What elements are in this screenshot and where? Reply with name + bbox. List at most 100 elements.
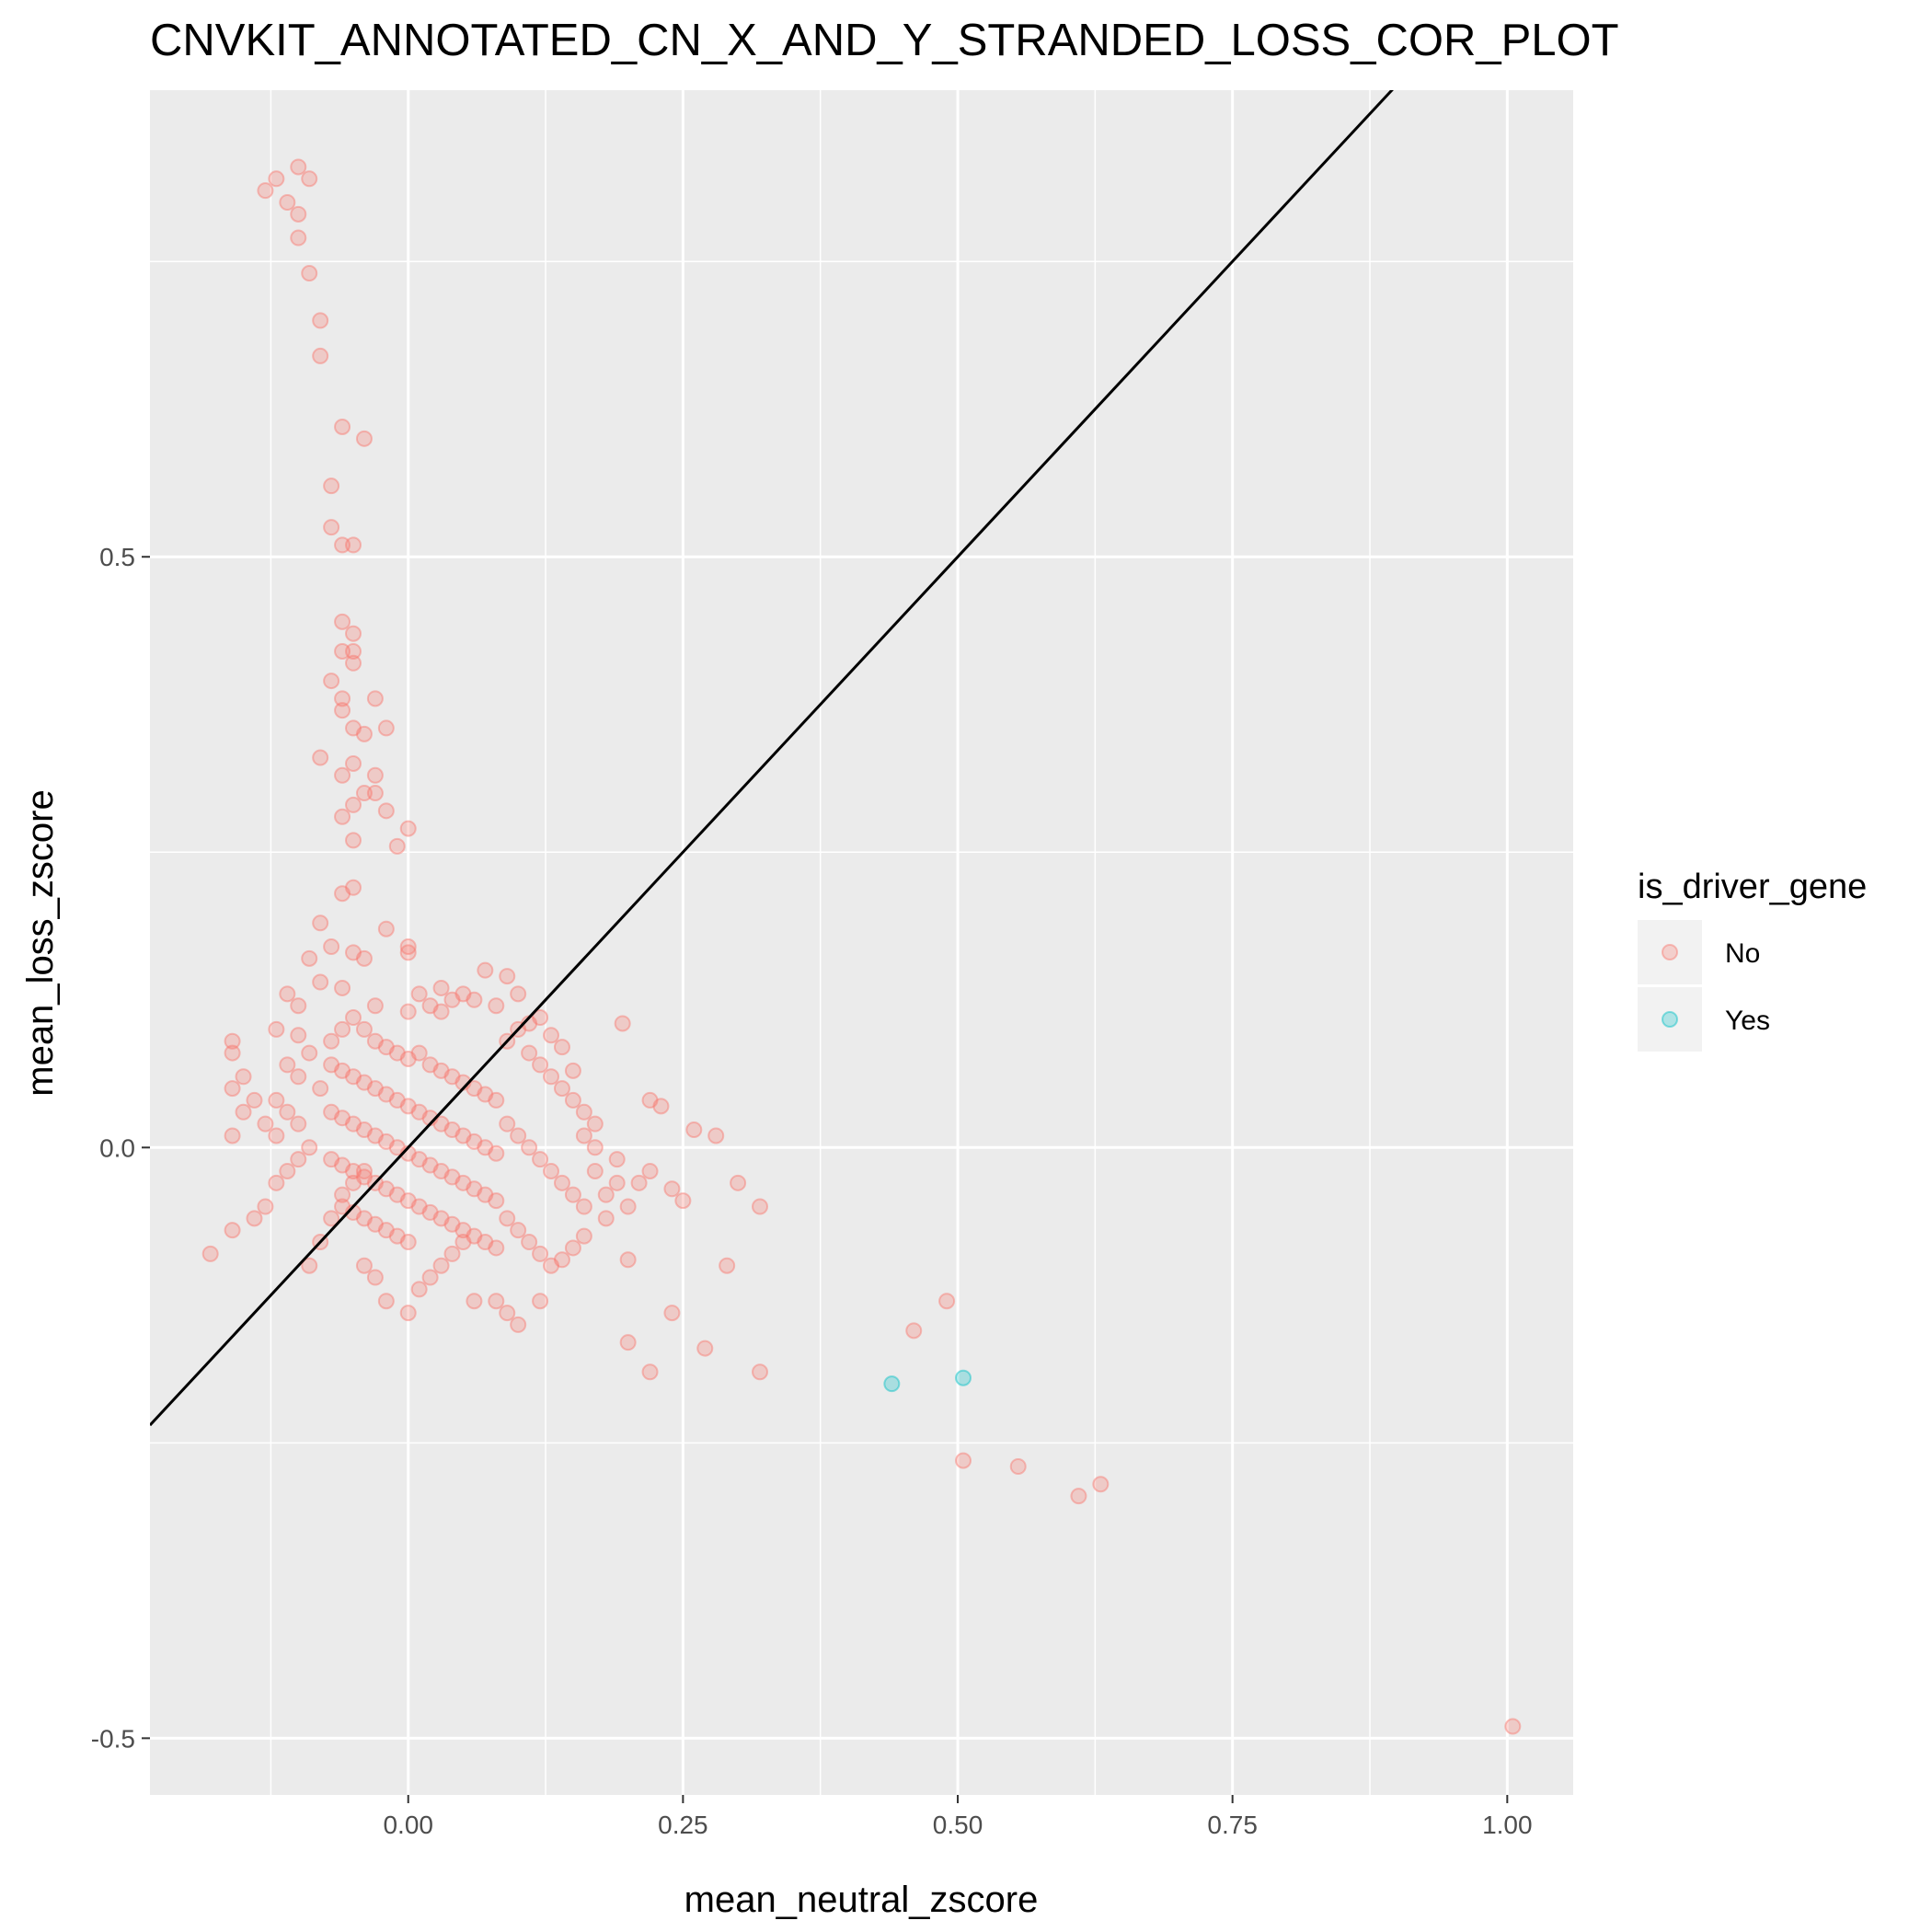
point-no [454,1222,472,1239]
point-no [323,519,340,536]
point-no [290,1151,307,1168]
point-no [619,1251,637,1269]
minor-gridlines [150,90,1573,1795]
x-axis: 0.00 0.25 0.50 0.75 1.00 [383,1795,1533,1839]
point-no [366,997,384,1015]
point-no [279,193,296,211]
point-no [443,991,461,1008]
point-no [345,536,362,554]
point-no [564,1239,581,1257]
point-no [355,1121,373,1139]
x-tick-label: 1.00 [1482,1811,1533,1839]
point-no [388,1044,406,1062]
point-no [454,1174,472,1191]
point-no [410,1103,428,1121]
legend-swatch-yes [1662,1011,1678,1028]
point-no [399,944,417,961]
point-no [477,1086,494,1103]
point-no [366,1215,384,1233]
point-no [938,1293,956,1310]
point-no [575,1103,592,1121]
point-no [466,1227,483,1245]
point-no [377,1293,395,1310]
y-tick-label: -0.5 [91,1724,135,1753]
point-no [366,785,384,802]
point-no [312,347,329,364]
point-no [443,1068,461,1086]
point-no [312,914,329,932]
point-no [323,1056,340,1074]
point-no [488,1144,505,1162]
point-no [323,1210,340,1227]
point-no [532,1293,549,1310]
point-no [499,1115,516,1133]
point-no [355,1168,373,1186]
point-yes [883,1375,901,1393]
point-no [619,1198,637,1215]
point-no [586,1139,604,1156]
point-no [614,1015,631,1032]
point-no [564,1186,581,1203]
point-no [477,1139,494,1156]
point-no [488,1239,505,1257]
point-no [619,1334,637,1351]
point-no [652,1098,670,1115]
point-no [323,1151,340,1168]
point-no [630,1174,648,1191]
point-no [399,1305,417,1322]
point-no [443,1245,461,1262]
point-no [345,654,362,672]
point-no [454,1234,472,1251]
point-no [564,1091,581,1109]
point-no [443,1215,461,1233]
point-no [290,205,307,223]
point-no [345,1162,362,1179]
legend: is_driver_gene No Yes [1638,868,1867,1052]
point-no [355,1074,373,1091]
point-no [323,1032,340,1050]
legend-key [1638,987,1702,1052]
point-no [674,1192,692,1210]
point-no [510,1316,527,1333]
point-no [586,1162,604,1179]
point-no [345,719,362,737]
point-no [268,1020,285,1038]
point-no [235,1103,252,1121]
point-no [377,920,395,937]
point-no [355,725,373,742]
point-no [257,182,274,200]
point-no [454,985,472,1003]
point-no [312,312,329,329]
point-no [543,1068,560,1086]
point-no [466,1080,483,1098]
point-no [752,1363,768,1381]
point-no [421,997,439,1015]
point-no [345,625,362,642]
point-no [388,837,406,855]
point-no [345,1115,362,1133]
legend-label-yes: Yes [1725,1006,1770,1036]
point-no [345,832,362,849]
point-no [366,1127,384,1144]
point-no [334,808,351,825]
point-no [377,1039,395,1056]
point-no [399,1003,417,1020]
y-axis: 0.5 0.0 -0.5 [91,543,150,1753]
point-no [290,229,307,247]
point-no [466,1180,483,1198]
point-no [477,1234,494,1251]
point-no [532,1056,549,1074]
point-no [366,766,384,784]
point-no [246,1210,263,1227]
point-no [334,1110,351,1127]
point-no [334,1198,351,1215]
y-tick-label: 0.5 [99,543,135,571]
point-no [377,1222,395,1239]
point-no [575,1127,592,1144]
point-no [707,1127,725,1144]
x-axis-title: mean_neutral_zscore [684,1880,1039,1920]
point-no [366,690,384,707]
point-no [355,1162,373,1179]
point-no [268,1174,285,1191]
point-no [1092,1476,1110,1493]
